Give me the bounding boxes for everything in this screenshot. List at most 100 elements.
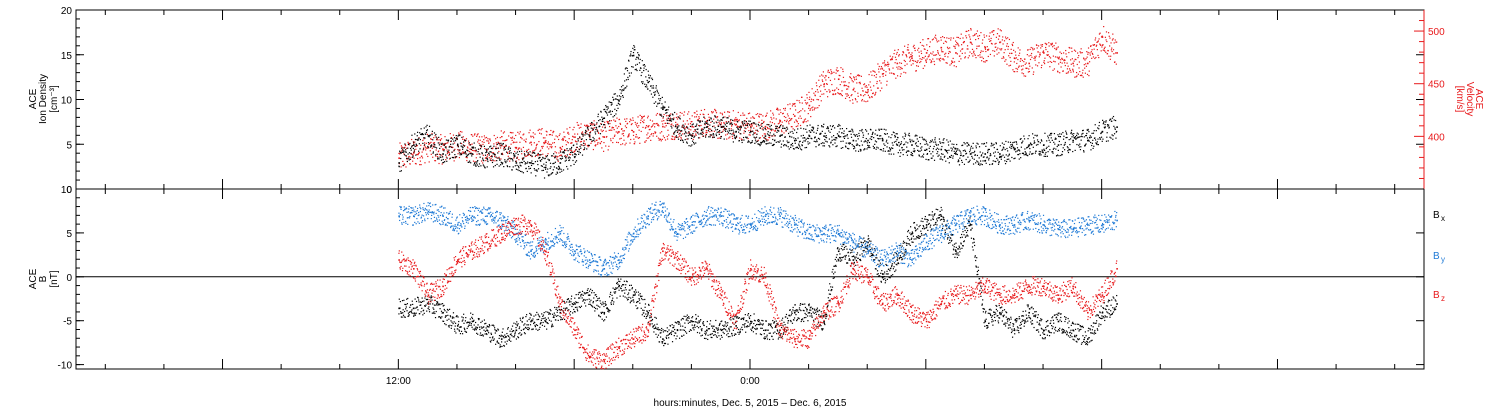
density-sample [646, 79, 648, 82]
density-sample [1097, 127, 1099, 129]
velocity-sample [655, 131, 657, 134]
density-sample [451, 151, 453, 153]
velocity-sample [424, 146, 426, 148]
velocity-sample [518, 133, 520, 135]
density-sample [1033, 140, 1035, 142]
velocity-sample [703, 108, 706, 111]
bx-point [676, 329, 679, 332]
bx-sample [428, 306, 430, 308]
bx-sample [590, 299, 592, 301]
velocity-sample [943, 42, 945, 44]
density-sample [460, 152, 462, 154]
velocity-sample [943, 36, 945, 39]
density-sample [816, 139, 818, 141]
density-sample [554, 161, 557, 163]
density-sample [523, 160, 525, 163]
density-sample [532, 152, 534, 154]
velocity-sample [697, 118, 699, 121]
density-sample [476, 161, 478, 163]
density-sample [407, 153, 409, 155]
density-sample [798, 143, 800, 145]
velocity-sample [522, 146, 525, 149]
density-sample [448, 153, 451, 155]
velocity-sample [838, 92, 840, 95]
density-sample [925, 158, 927, 161]
density-sample [912, 140, 914, 143]
density-sample [1049, 132, 1052, 135]
velocity-sample [696, 110, 698, 112]
density-sample [971, 155, 973, 158]
velocity-sample [730, 122, 732, 124]
density-sample [790, 144, 792, 146]
velocity-sample [937, 50, 939, 52]
velocity-sample [991, 31, 993, 33]
velocity-sample [1075, 76, 1077, 78]
density-sample [838, 131, 840, 133]
velocity-sample [731, 125, 733, 127]
density-sample [772, 144, 774, 147]
velocity-sample [1024, 58, 1026, 60]
density-sample [798, 144, 800, 147]
velocity-sample [656, 135, 658, 137]
bx-point [662, 338, 664, 340]
density-sample [469, 144, 471, 146]
density-sample [790, 146, 792, 148]
density-sample [974, 150, 976, 152]
velocity-sample [966, 48, 968, 50]
velocity-sample [925, 60, 927, 62]
density-sample [537, 152, 539, 155]
density-sample [850, 136, 853, 138]
density-sample [930, 153, 932, 155]
velocity-sample [784, 107, 787, 109]
density-sample [835, 145, 837, 148]
density-sample [1110, 118, 1112, 120]
density-sample [485, 148, 487, 150]
bx-sample [457, 323, 459, 325]
density-sample [740, 133, 742, 135]
density-sample [741, 141, 743, 144]
velocity-sample [1053, 60, 1055, 62]
velocity-sample [882, 75, 884, 77]
velocity-sample [936, 41, 938, 43]
velocity-sample [853, 87, 855, 89]
density-point [647, 81, 650, 84]
density-sample [1036, 134, 1038, 136]
density-sample [412, 156, 414, 158]
velocity-sample [991, 43, 993, 45]
velocity-sample [927, 56, 929, 58]
velocity-sample [693, 130, 695, 133]
velocity-sample [532, 132, 534, 134]
velocity-sample [562, 139, 564, 141]
velocity-point [1072, 62, 1074, 65]
density-sample [1111, 120, 1113, 122]
bx-sample [407, 315, 409, 318]
density-sample [690, 137, 693, 139]
velocity-sample [839, 83, 841, 86]
density-sample [451, 146, 453, 148]
bx-sample [428, 311, 431, 313]
bx-sample [512, 330, 514, 332]
velocity-sample [755, 129, 757, 131]
density-sample [480, 145, 483, 147]
velocity-sample [926, 58, 928, 60]
velocity-sample [1062, 52, 1065, 54]
bx-sample [406, 303, 408, 305]
density-sample [739, 125, 742, 127]
velocity-sample [1098, 38, 1100, 40]
velocity-sample [659, 138, 662, 141]
density-sample [1096, 142, 1098, 145]
density-sample [659, 114, 661, 116]
bx-sample [465, 331, 468, 333]
density-sample [693, 136, 695, 138]
density-sample [748, 120, 750, 122]
density-sample [979, 160, 982, 162]
density-sample [548, 175, 550, 177]
density-sample [849, 130, 851, 132]
density-sample [523, 153, 526, 155]
density-sample [524, 154, 526, 156]
velocity-sample [547, 143, 549, 145]
velocity-sample [758, 121, 760, 123]
density-sample [934, 137, 936, 139]
velocity-sample [512, 132, 514, 134]
velocity-sample [967, 48, 969, 50]
